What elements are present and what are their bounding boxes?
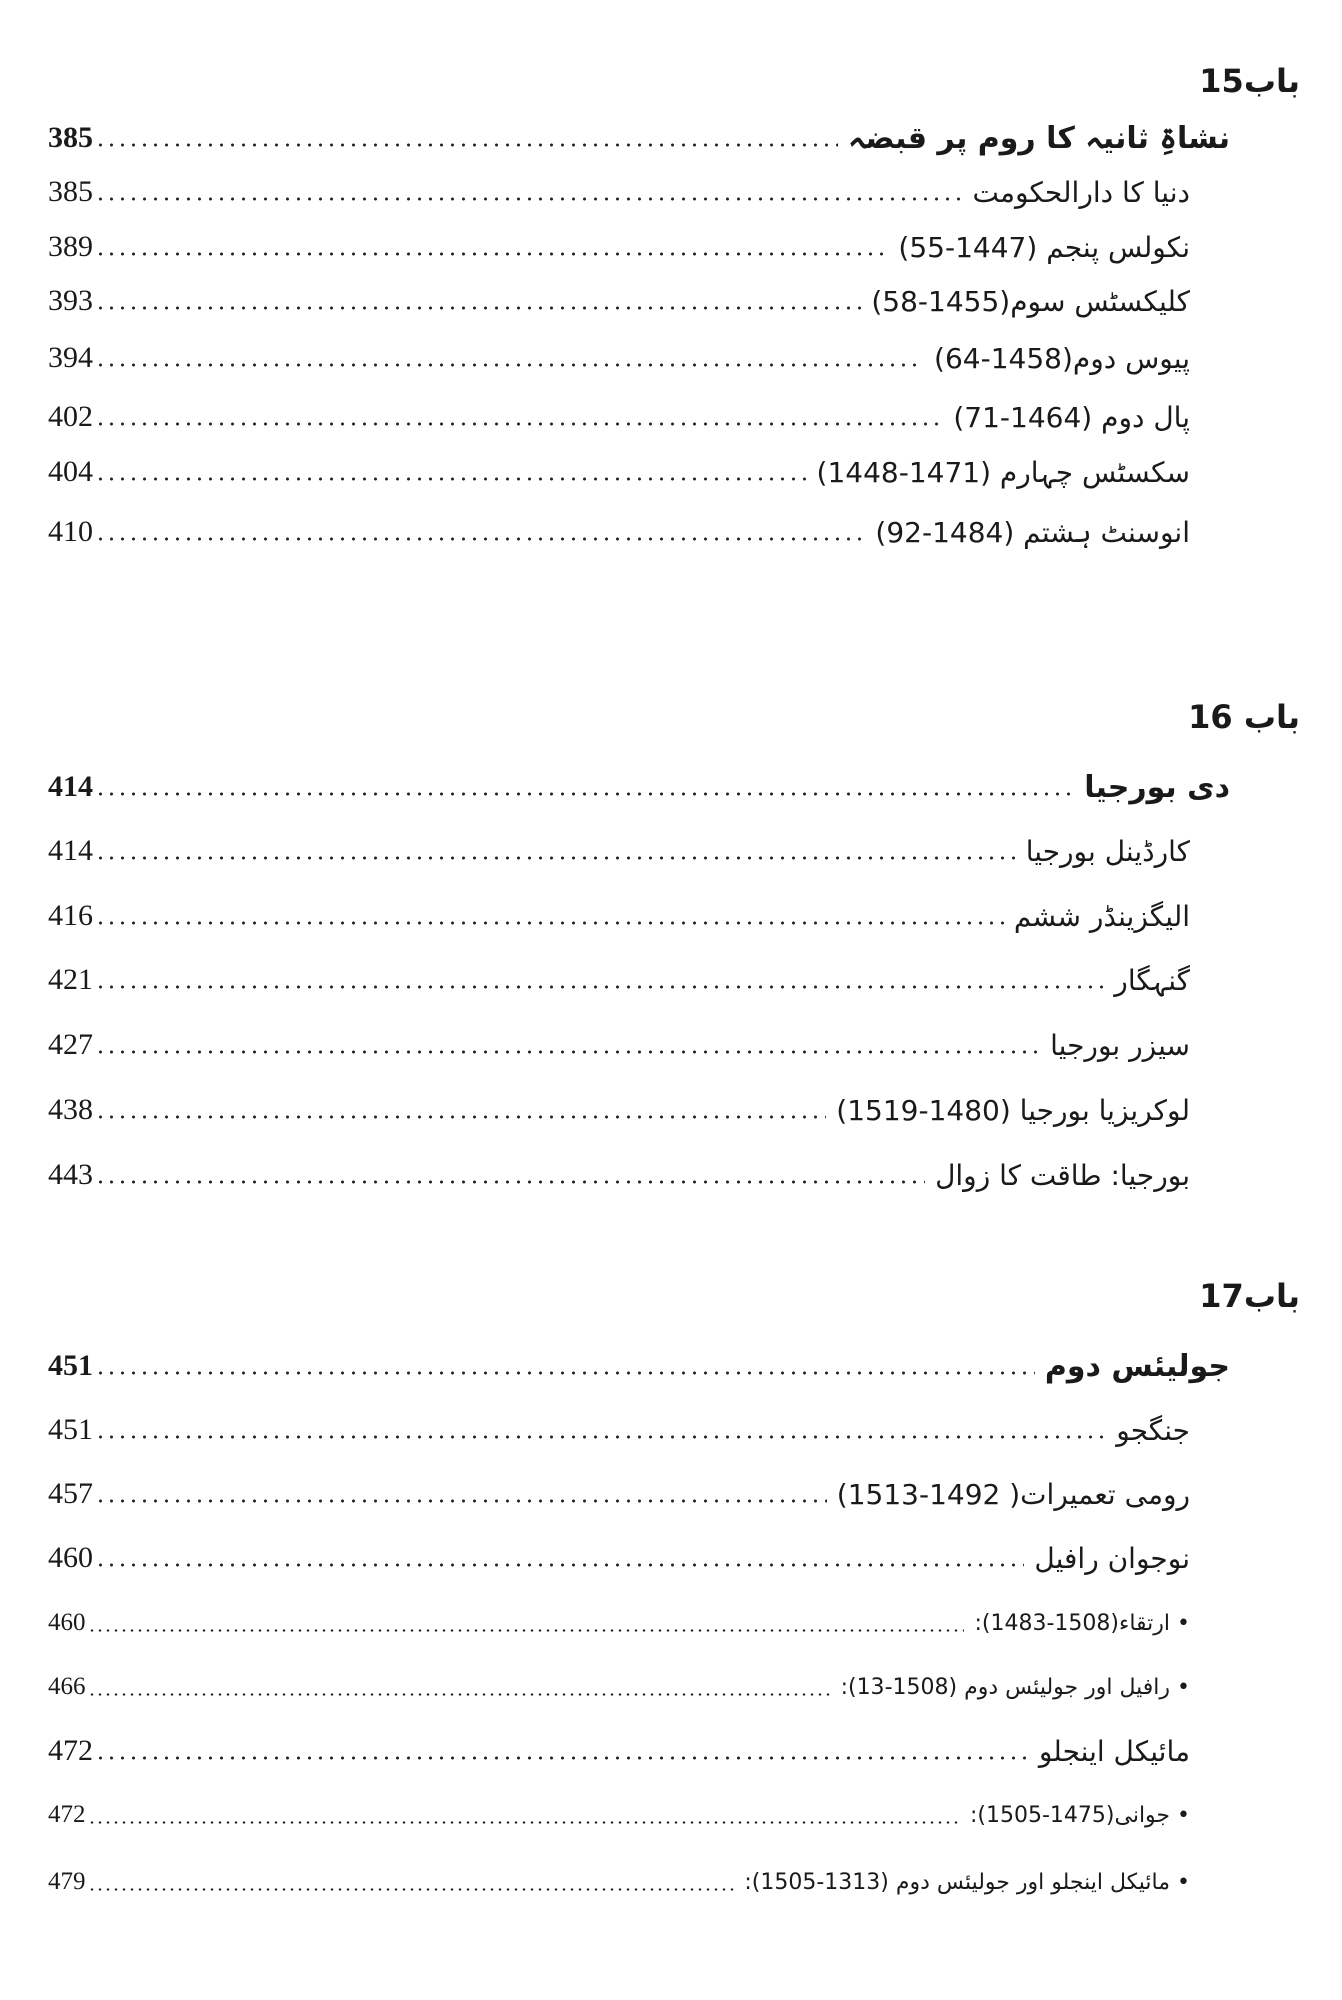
- page-number: 385: [48, 175, 93, 208]
- dot-leader: [95, 421, 944, 427]
- entry-title: جنگجو: [1116, 1413, 1190, 1447]
- dot-leader: [95, 1049, 1041, 1055]
- entry-row[interactable]: 421 گنہگار: [48, 955, 1190, 1005]
- dot-leader: [95, 1370, 1035, 1376]
- entry-title: دی بورجیا: [1084, 769, 1230, 805]
- entry-title: الیگزینڈر ششم: [1013, 899, 1190, 933]
- entry-row[interactable]: 472 مائیکل اینجلو: [48, 1726, 1190, 1776]
- entry-title: پیوس دوم(1458-64): [934, 341, 1190, 375]
- dot-leader: [95, 984, 1105, 990]
- entry-title: جولیئس دوم: [1044, 1348, 1230, 1384]
- page-number: 443: [48, 1158, 93, 1191]
- entry-row[interactable]: 402 پال دوم (1464-71): [48, 392, 1190, 442]
- dot-leader: [95, 791, 1075, 797]
- chapter-title-row[interactable]: 385 نشاۃِ ثانیہ کا روم پر قبضہ: [48, 113, 1230, 163]
- entry-row[interactable]: 451 جنگجو: [48, 1405, 1190, 1455]
- entry-title: سیزر بورجیا: [1050, 1028, 1190, 1062]
- page-number: 427: [48, 1028, 93, 1061]
- entry-row[interactable]: 427 سیزر بورجیا: [48, 1020, 1190, 1070]
- page-number: 414: [48, 834, 93, 867]
- entry-title: کارڈینل بورجیا: [1025, 834, 1190, 868]
- page-number: 472: [48, 1801, 86, 1828]
- entry-title: • مائیکل اینجلو اور جولیئس دوم (1313-150…: [744, 1869, 1190, 1895]
- entry-row[interactable]: 410 انوسنٹ ہشتم (1484-92): [48, 507, 1190, 557]
- entry-row[interactable]: 394 پیوس دوم(1458-64): [48, 333, 1190, 383]
- page-number: 421: [48, 963, 93, 996]
- entry-row[interactable]: 457 رومی تعمیرات( 1492-1513): [48, 1469, 1190, 1519]
- chapter-heading: باب 16: [1188, 698, 1300, 736]
- dot-leader: [95, 920, 1004, 926]
- page-number: 438: [48, 1093, 93, 1126]
- sub-entry-row[interactable]: 479 • مائیکل اینجلو اور جولیئس دوم (1313-…: [48, 1857, 1190, 1907]
- dot-leader: [95, 1562, 1025, 1568]
- dot-leader: [95, 536, 866, 542]
- dot-leader: [87, 1691, 831, 1697]
- dot-leader: [95, 251, 889, 257]
- entry-row[interactable]: 438 لوکریزیا بورجیا (1480-1519): [48, 1085, 1190, 1135]
- dot-leader: [95, 1755, 1029, 1761]
- entry-title: • ارتقاء(1508-1483):: [974, 1610, 1190, 1636]
- dot-leader: [95, 362, 924, 368]
- entry-row[interactable]: 460 نوجوان رافیل: [48, 1533, 1190, 1583]
- dot-leader: [95, 142, 838, 148]
- page-number: 402: [48, 400, 93, 433]
- page-number: 451: [48, 1413, 93, 1446]
- entry-title: سکسٹس چہارم (1471-1448): [816, 455, 1190, 489]
- page-number: 460: [48, 1609, 86, 1636]
- entry-row[interactable]: 416 الیگزینڈر ششم: [48, 891, 1190, 941]
- dot-leader: [95, 476, 807, 482]
- entry-row[interactable]: 404 سکسٹس چہارم (1471-1448): [48, 447, 1190, 497]
- entry-title: نشاۃِ ثانیہ کا روم پر قبضہ: [847, 120, 1230, 156]
- dot-leader: [95, 1434, 1107, 1440]
- page-number: 460: [48, 1541, 93, 1574]
- page-number: 457: [48, 1477, 93, 1510]
- entry-title: • جوانی(1475-1505):: [969, 1802, 1190, 1828]
- sub-entry-row[interactable]: 472 • جوانی(1475-1505):: [48, 1790, 1190, 1840]
- entry-title: گنہگار: [1114, 963, 1190, 997]
- dot-leader: [95, 1498, 827, 1504]
- dot-leader: [87, 1819, 960, 1825]
- dot-leader: [95, 1179, 926, 1185]
- entry-title: لوکریزیا بورجیا (1480-1519): [836, 1093, 1190, 1127]
- entry-row[interactable]: 414 کارڈینل بورجیا: [48, 826, 1190, 876]
- sub-entry-row[interactable]: 466 • رافیل اور جولیئس دوم (1508-13):: [48, 1662, 1190, 1712]
- entry-title: پال دوم (1464-71): [953, 400, 1190, 434]
- entry-row[interactable]: 443 بورجیا: طاقت کا زوال: [48, 1150, 1190, 1200]
- page-number: 404: [48, 455, 93, 488]
- entry-title: • رافیل اور جولیئس دوم (1508-13):: [840, 1674, 1190, 1700]
- entry-title: انوسنٹ ہشتم (1484-92): [875, 515, 1190, 549]
- page-number: 385: [48, 121, 93, 154]
- entry-title: رومی تعمیرات( 1492-1513): [836, 1477, 1190, 1511]
- entry-row[interactable]: 385 دنیا کا دارالحکومت: [48, 167, 1190, 217]
- dot-leader: [95, 196, 963, 202]
- page-number: 479: [48, 1868, 86, 1895]
- dot-leader: [87, 1886, 735, 1892]
- page-number: 389: [48, 230, 93, 263]
- page-number: 466: [48, 1673, 86, 1700]
- page-number: 410: [48, 515, 93, 548]
- entry-title: کلیکسٹس سوم(1455-58): [871, 284, 1190, 318]
- page-number: 472: [48, 1734, 93, 1767]
- dot-leader: [95, 855, 1016, 861]
- entry-row[interactable]: 393 کلیکسٹس سوم(1455-58): [48, 276, 1190, 326]
- page-number: 451: [48, 1349, 93, 1382]
- entry-title: نوجوان رافیل: [1034, 1541, 1190, 1575]
- entry-row[interactable]: 389 نکولس پنجم (1447-55): [48, 222, 1190, 272]
- dot-leader: [87, 1627, 965, 1633]
- entry-title: مائیکل اینجلو: [1038, 1734, 1190, 1768]
- entry-title: بورجیا: طاقت کا زوال: [935, 1158, 1190, 1192]
- chapter-title-row[interactable]: 451 جولیئس دوم: [48, 1341, 1230, 1391]
- page-number: 393: [48, 284, 93, 317]
- page-number: 394: [48, 341, 93, 374]
- entry-title: نکولس پنجم (1447-55): [898, 230, 1190, 264]
- dot-leader: [95, 305, 862, 311]
- page-number: 416: [48, 899, 93, 932]
- dot-leader: [95, 1114, 827, 1120]
- page-number: 414: [48, 770, 93, 803]
- chapter-heading: باب17: [1199, 1277, 1300, 1315]
- sub-entry-row[interactable]: 460 • ارتقاء(1508-1483):: [48, 1598, 1190, 1648]
- chapter-heading: باب15: [1199, 62, 1300, 100]
- entry-title: دنیا کا دارالحکومت: [972, 175, 1190, 209]
- chapter-title-row[interactable]: 414 دی بورجیا: [48, 762, 1230, 812]
